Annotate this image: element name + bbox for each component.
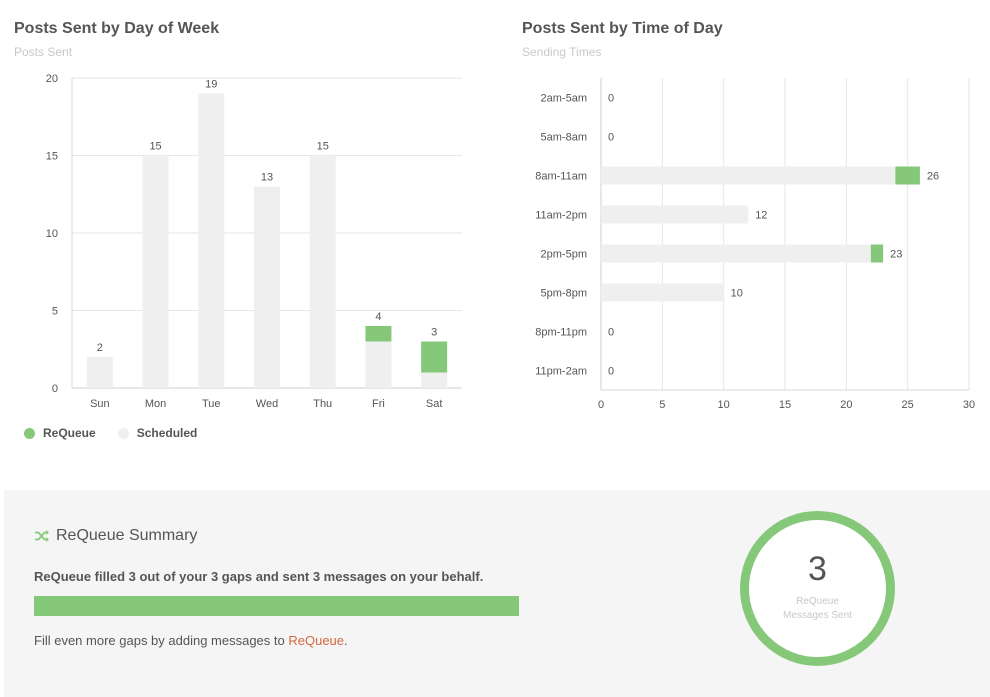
legend-dot-scheduled bbox=[117, 427, 129, 439]
x-tick-label: 30 bbox=[963, 399, 975, 411]
bar-scheduled-wed bbox=[254, 186, 280, 388]
x-tick-label: Wed bbox=[256, 398, 278, 410]
bar-value-label: 4 bbox=[375, 311, 381, 323]
y-tick-label: 5 bbox=[52, 306, 58, 318]
bar-requeue-fri bbox=[365, 326, 392, 342]
bar-value-label: 0 bbox=[608, 132, 614, 144]
bar-scheduled-2pm-5pm bbox=[601, 244, 871, 263]
day-chart-subtitle: Posts Sent bbox=[14, 45, 73, 59]
bar-scheduled-8am-11am bbox=[601, 166, 896, 185]
summary-text: ReQueue filled 3 out of your 3 gaps and … bbox=[34, 569, 484, 584]
bar-value-label: 15 bbox=[149, 141, 161, 153]
x-tick-label: Tue bbox=[202, 398, 221, 410]
bar-scheduled-sat bbox=[421, 372, 448, 388]
y-tick-label: 11am-2pm bbox=[535, 210, 587, 222]
x-tick-label: Fri bbox=[372, 398, 385, 410]
y-tick-label: 5pm-8pm bbox=[541, 288, 587, 300]
y-tick-label: 15 bbox=[46, 151, 58, 163]
x-tick-label: 20 bbox=[840, 399, 852, 411]
summary-foot-suffix: . bbox=[344, 633, 348, 648]
x-tick-label: 25 bbox=[902, 399, 914, 411]
x-tick-label: 0 bbox=[598, 399, 604, 411]
x-tick-label: 10 bbox=[718, 399, 730, 411]
messages-sent-ring: 3 ReQueue Messages Sent bbox=[740, 511, 895, 666]
bar-scheduled-fri bbox=[365, 341, 392, 388]
legend-item-requeue[interactable]: ReQueue bbox=[24, 426, 96, 440]
bar-value-label: 15 bbox=[317, 141, 329, 153]
y-tick-label: 10 bbox=[46, 228, 58, 240]
x-tick-label: Sat bbox=[426, 398, 443, 410]
bar-value-label: 12 bbox=[755, 210, 767, 222]
bar-scheduled-11am-2pm bbox=[601, 205, 749, 224]
bar-value-label: 19 bbox=[205, 79, 217, 91]
messages-sent-label: ReQueue Messages Sent bbox=[749, 595, 886, 623]
ring-label-line2: Messages Sent bbox=[783, 610, 852, 621]
summary-footnote: Fill even more gaps by adding messages t… bbox=[34, 633, 348, 648]
time-chart-subtitle: Sending Times bbox=[522, 45, 602, 59]
requeue-summary-panel: ReQueue Summary ReQueue filled 3 out of … bbox=[4, 490, 990, 697]
bar-value-label: 10 bbox=[731, 288, 743, 300]
x-tick-label: Thu bbox=[313, 398, 332, 410]
bar-requeue-2pm-5pm bbox=[870, 244, 884, 263]
bar-value-label: 13 bbox=[261, 172, 273, 184]
y-tick-label: 2am-5am bbox=[541, 93, 587, 105]
summary-foot-prefix: Fill even more gaps by adding messages t… bbox=[34, 633, 289, 648]
bar-scheduled-mon bbox=[142, 155, 169, 388]
bar-value-label: 0 bbox=[608, 327, 614, 339]
y-tick-label: 5am-8am bbox=[541, 132, 587, 144]
bar-scheduled-thu bbox=[309, 155, 336, 388]
time-of-day-chart: 0 5 10 15 20 25 30 0 2am-5am 0 5am-8am 26 8am-11am 12… bbox=[535, 78, 975, 411]
bar-scheduled-tue bbox=[198, 93, 225, 388]
time-chart-title: Posts Sent by Time of Day bbox=[522, 20, 723, 37]
bar-value-label: 3 bbox=[431, 327, 437, 339]
legend-item-scheduled[interactable]: Scheduled bbox=[117, 426, 198, 440]
legend-label-scheduled: Scheduled bbox=[136, 426, 198, 440]
x-tick-label: Mon bbox=[145, 398, 166, 410]
summary-heading: ReQueue Summary bbox=[34, 527, 197, 545]
y-tick-label: 11pm-2am bbox=[535, 366, 587, 378]
legend-label-requeue: ReQueue bbox=[43, 426, 96, 440]
bar-requeue-sat bbox=[421, 341, 448, 373]
messages-sent-count: 3 bbox=[808, 550, 827, 588]
gaps-progress-fill bbox=[34, 596, 519, 616]
legend-dot-requeue bbox=[24, 427, 35, 439]
bar-value-label: 2 bbox=[97, 342, 103, 354]
y-tick-label: 0 bbox=[52, 383, 58, 395]
chart-legend: ReQueue Scheduled bbox=[24, 426, 219, 440]
day-chart-title: Posts Sent by Day of Week bbox=[14, 20, 220, 37]
y-tick-label: 8pm-11pm bbox=[535, 327, 587, 339]
y-tick-label: 20 bbox=[46, 73, 58, 85]
x-tick-label: 15 bbox=[779, 399, 791, 411]
bar-value-label: 23 bbox=[890, 249, 902, 261]
x-tick-label: 5 bbox=[659, 399, 665, 411]
shuffle-icon bbox=[35, 530, 49, 542]
y-tick-label: 8am-11am bbox=[535, 171, 587, 183]
bar-requeue-8am-11am bbox=[895, 166, 920, 185]
bar-value-label: 0 bbox=[608, 366, 614, 378]
gaps-progress-bar bbox=[34, 596, 519, 616]
bar-value-label: 0 bbox=[608, 93, 614, 105]
bar-scheduled-sun bbox=[86, 357, 113, 388]
ring-label-line1: ReQueue bbox=[796, 596, 839, 607]
requeue-link[interactable]: ReQueue bbox=[288, 633, 345, 648]
summary-title: ReQueue Summary bbox=[56, 527, 198, 544]
x-tick-label: Sun bbox=[90, 398, 110, 410]
bar-value-label: 26 bbox=[927, 171, 939, 183]
y-tick-label: 2pm-5pm bbox=[541, 249, 587, 261]
bar-scheduled-5pm-8pm bbox=[601, 283, 724, 302]
day-of-week-chart: 0 5 10 15 20 2 Sun 15 Mon 19 Tue 13 Wed 15 Thu 4 Fri 3 Sat bbox=[46, 73, 462, 410]
